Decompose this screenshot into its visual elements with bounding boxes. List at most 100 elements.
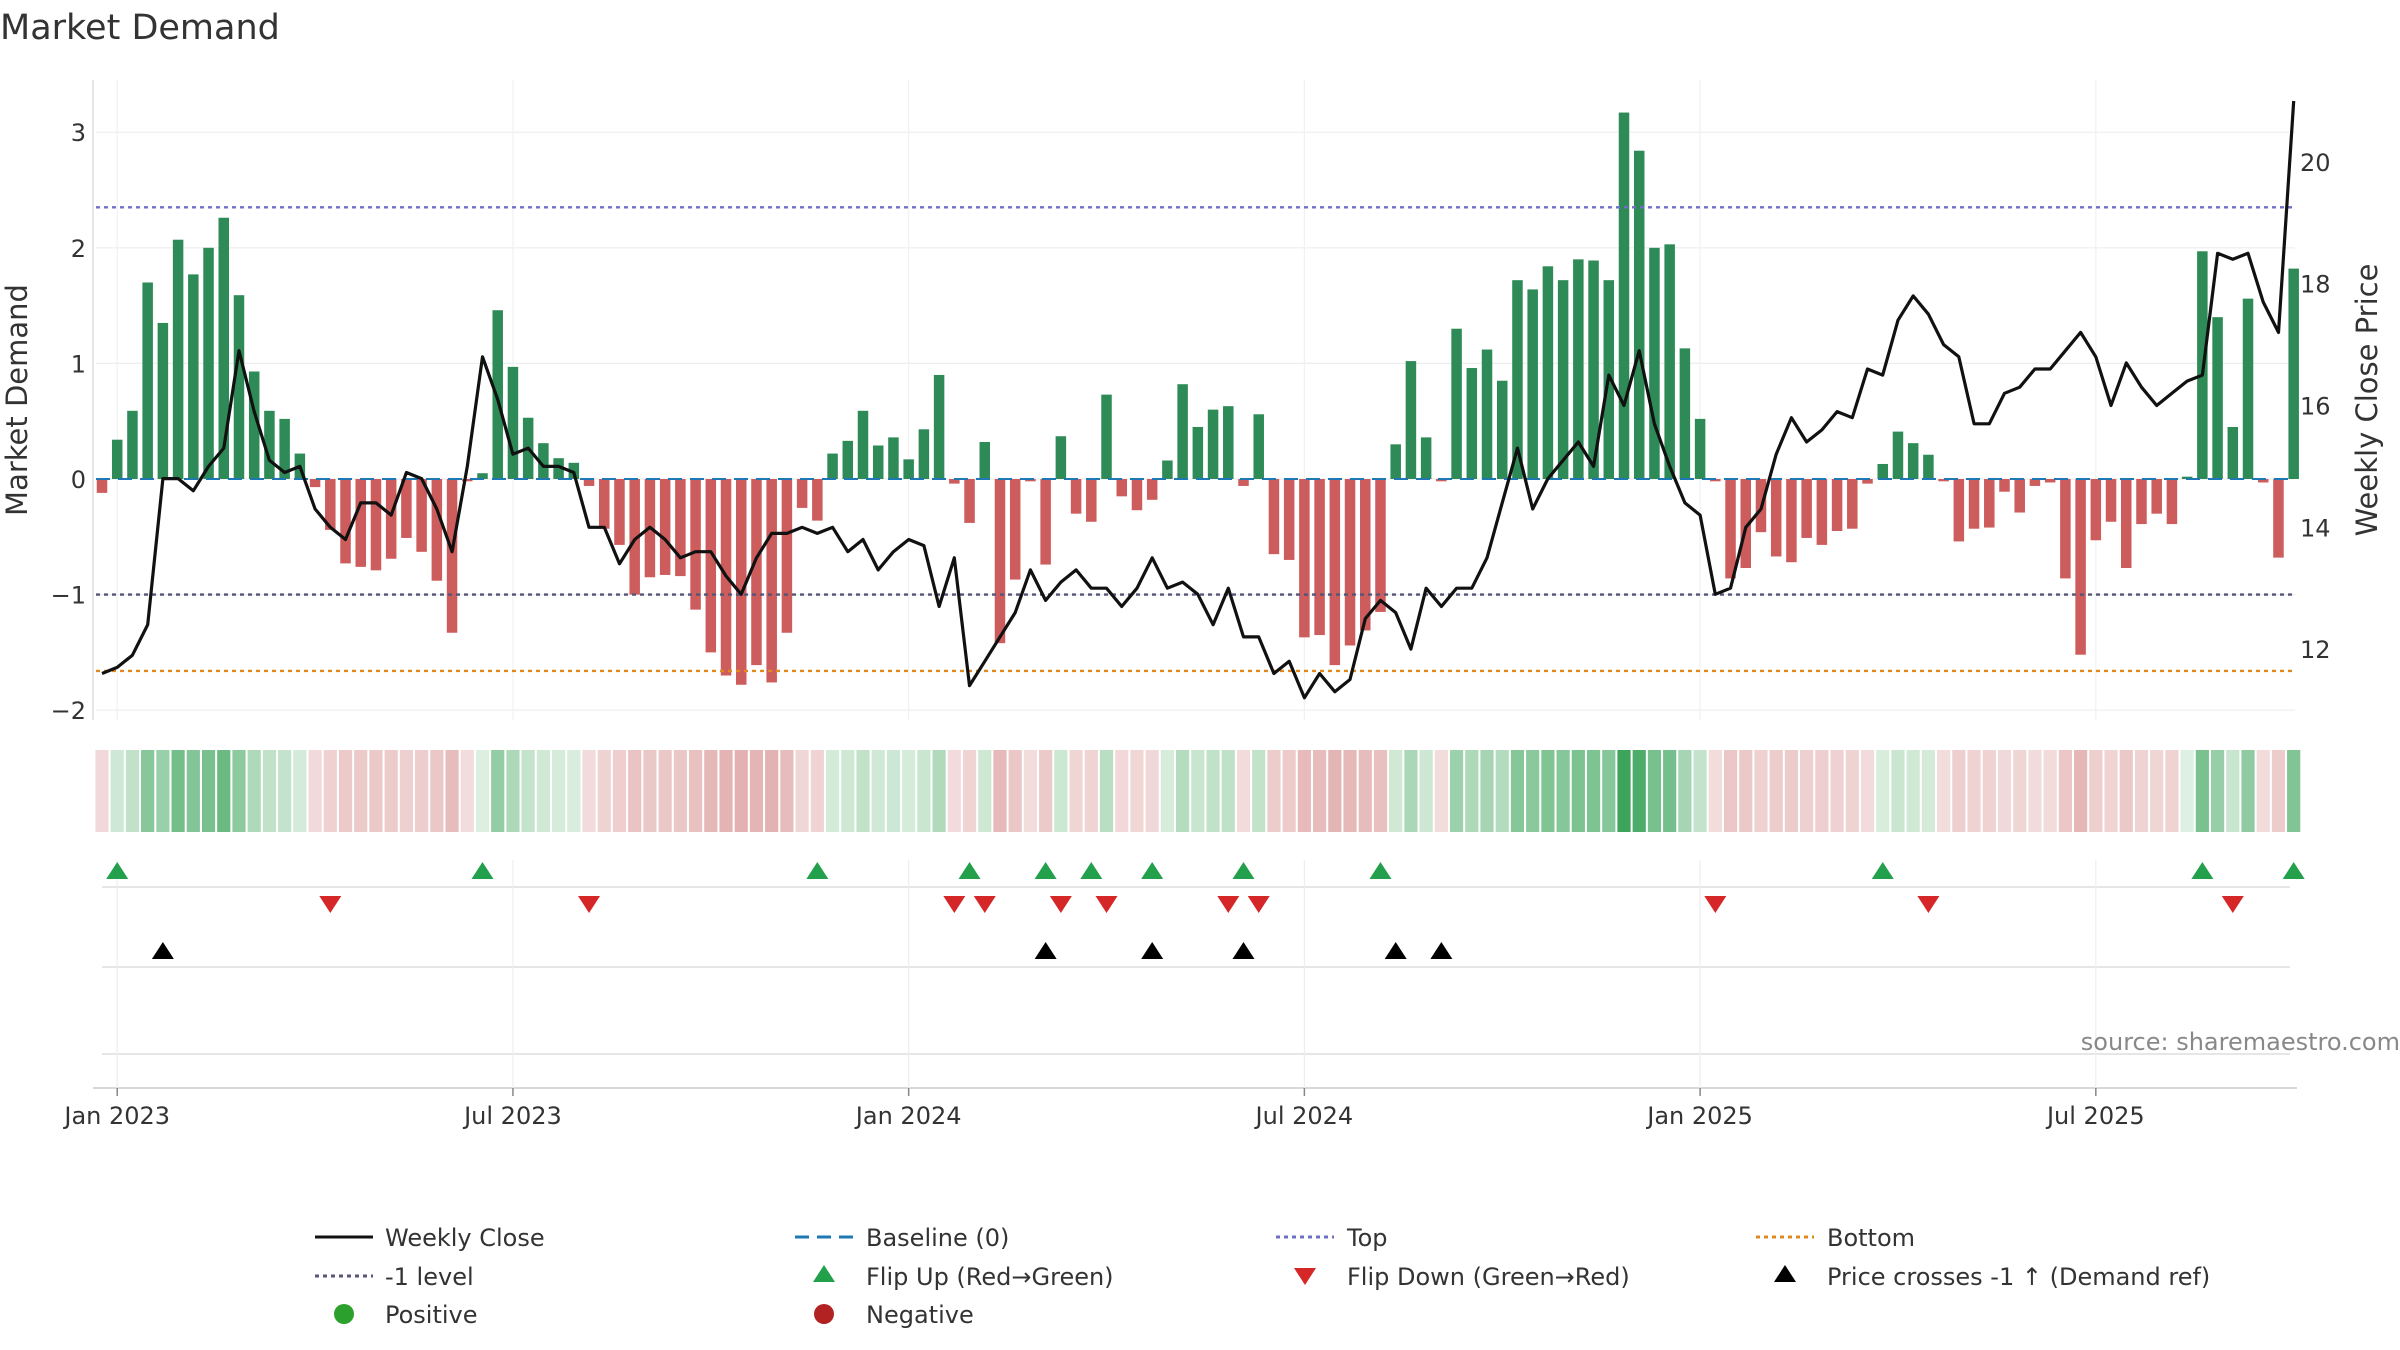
heat-cell: [856, 750, 870, 832]
heat-cell: [1708, 750, 1722, 832]
demand-bar: [340, 479, 351, 564]
flip-up-marker: [1871, 862, 1894, 879]
flip-up-marker: [1080, 862, 1103, 879]
heat-cell: [1328, 750, 1342, 832]
demand-bar: [1116, 479, 1127, 497]
price-cross-marker: [1034, 942, 1057, 959]
demand-bar: [918, 429, 930, 479]
heat-cell: [582, 750, 596, 832]
demand-bar: [325, 479, 336, 530]
demand-bar: [872, 445, 884, 479]
demand-bars: [96, 112, 2299, 685]
demand-bar: [111, 439, 123, 479]
heat-cell: [947, 750, 961, 832]
legend-label: Bottom: [1827, 1224, 1915, 1252]
demand-bar: [1923, 454, 1934, 479]
demand-bar: [1451, 328, 1462, 479]
y-tick-label: −1: [51, 582, 86, 610]
heat-cell: [749, 750, 764, 832]
flip-down-marker: [578, 896, 601, 913]
heat-cell: [871, 750, 885, 832]
demand-bar: [1831, 479, 1843, 532]
flip-down-swatch: [1294, 1268, 1316, 1285]
heat-cell: [1921, 750, 1935, 832]
demand-bar: [1283, 479, 1295, 560]
demand-bar: [1025, 479, 1036, 482]
demand-bar: [2166, 479, 2178, 525]
heat-cell: [445, 750, 459, 832]
demand-bar: [2029, 479, 2041, 486]
legend-item-positive: Positive: [334, 1301, 478, 1329]
demand-bar: [796, 479, 808, 508]
x-tick-label: Jan 2023: [62, 1102, 170, 1130]
heat-cell: [552, 750, 566, 832]
x-tick-label: Jul 2025: [2045, 1102, 2145, 1130]
demand-bar: [96, 479, 108, 493]
heat-cell: [475, 750, 490, 832]
weekly-close-line: [101, 100, 2296, 700]
demand-bar: [857, 410, 869, 479]
demand-bar: [1999, 479, 2010, 492]
demand-bar: [781, 479, 793, 633]
heat-cell: [1982, 750, 1996, 832]
heat-cell: [2195, 750, 2209, 832]
demand-bar: [431, 479, 443, 581]
price-cross-marker: [1430, 942, 1453, 959]
heat-cell: [1678, 750, 1692, 832]
heat-cell: [2180, 750, 2194, 832]
demand-bar: [370, 479, 382, 571]
heat-cell: [2226, 750, 2240, 832]
demand-bar: [2288, 268, 2299, 479]
demand-bar: [203, 247, 214, 479]
heat-cell: [506, 750, 520, 832]
heat-cell: [1663, 750, 1677, 832]
heat-cell: [886, 750, 901, 832]
heat-cell: [1373, 750, 1388, 832]
legend-item-negative: Negative: [814, 1301, 974, 1329]
demand-bar: [233, 295, 245, 479]
demand-bar: [2105, 479, 2117, 522]
flip-down-marker: [943, 896, 966, 913]
flip-up-marker: [806, 862, 829, 879]
demand-bar: [1542, 266, 1554, 479]
demand-bar: [2075, 479, 2086, 655]
heat-cell: [1039, 750, 1053, 832]
demand-bar: [279, 418, 290, 479]
heat-cell: [1495, 750, 1509, 832]
demand-bar: [1360, 479, 1371, 631]
legend-item-price-cross: Price crosses -1 ↑ (Demand ref): [1774, 1263, 2210, 1291]
heat-cell: [338, 750, 353, 832]
demand-bar: [2014, 479, 2025, 513]
weekly-close-path: [101, 100, 2296, 700]
heat-cell: [1115, 750, 1129, 832]
heat-cell: [825, 750, 840, 832]
heat-cell: [1145, 750, 1159, 832]
legend-item-bottom: Bottom: [1756, 1224, 1915, 1252]
flip-up-marker: [2191, 862, 2214, 879]
demand-bar: [1223, 406, 1234, 479]
heat-cell: [1099, 750, 1114, 832]
demand-bar: [888, 437, 899, 479]
y2-tick-label: 20: [2300, 149, 2331, 177]
demand-bar: [1314, 479, 1325, 636]
heat-cell: [1967, 750, 1981, 832]
y-tick-label: 3: [71, 119, 86, 147]
heat-cell: [2134, 750, 2149, 832]
heat-cell: [628, 750, 642, 832]
heat-cell: [1404, 750, 1418, 832]
heat-cell: [597, 750, 611, 832]
heat-cell: [1358, 750, 1372, 832]
main-gridlines: [96, 80, 2295, 720]
chart-title: Market Demand: [0, 8, 280, 48]
demand-bar: [1892, 431, 1904, 479]
heat-cell: [1008, 750, 1022, 832]
legend-item-baseline: Baseline (0): [795, 1224, 1009, 1252]
heat-cell: [734, 750, 748, 832]
heat-cell: [1952, 750, 1966, 832]
legend: Weekly Close Baseline (0) Top Bottom -1 …: [315, 1224, 2210, 1329]
heat-cell: [612, 750, 627, 832]
demand-bar: [659, 479, 671, 575]
heat-cell: [1176, 750, 1190, 832]
demand-bar: [1801, 479, 1812, 538]
heat-cell: [430, 750, 444, 832]
